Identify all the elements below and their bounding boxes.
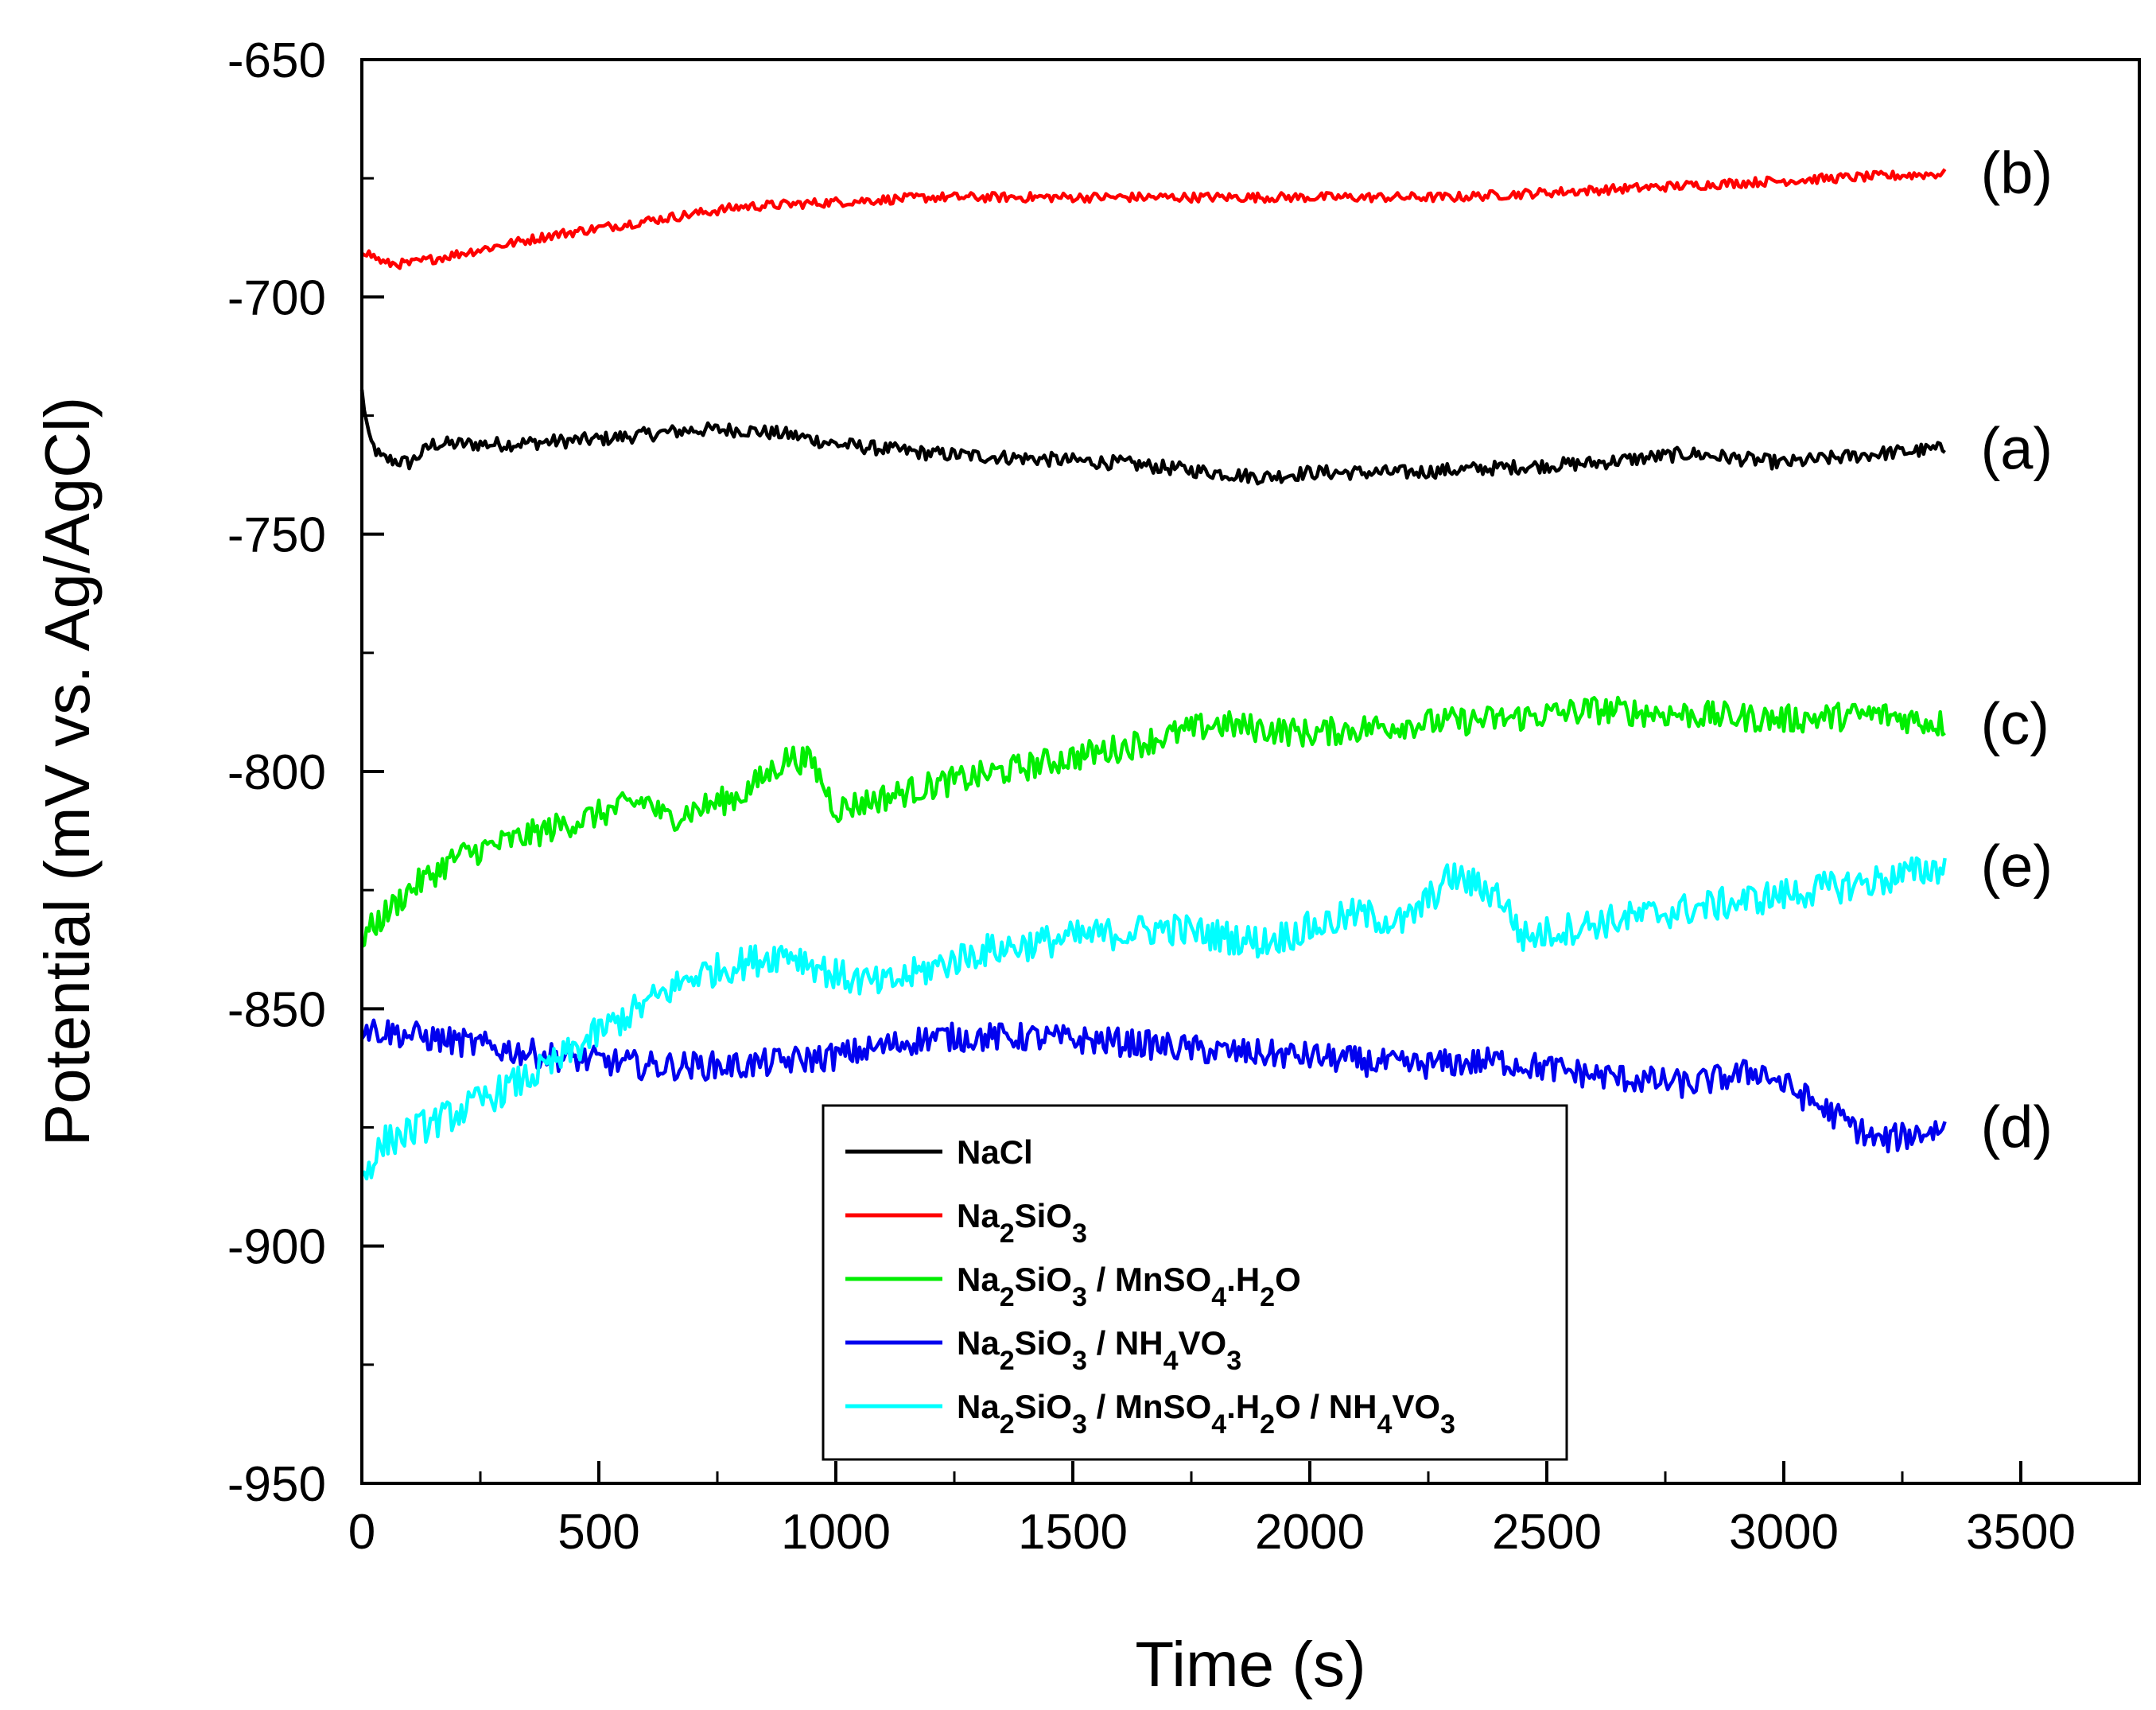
x-axis-title: Time (s): [1135, 1629, 1365, 1700]
legend-label: NaCl: [957, 1133, 1033, 1171]
series-line: [359, 389, 1946, 486]
curve-labels: (a) (b) (c) (d) (e): [1981, 140, 2053, 1160]
axis-ticks: [360, 58, 2141, 1485]
x-tick-label: 500: [557, 1505, 639, 1560]
legend-label: Na2SiO3: [957, 1197, 1087, 1249]
tick-labels: 0 500 1000 1500 2000 2500 3000 3500 -650 -700 -750…: [227, 33, 2076, 1560]
legend-label: Na2SiO3 / MnSO4.H2O: [957, 1261, 1301, 1312]
x-tick-label: 2500: [1492, 1505, 1602, 1560]
series-line: [360, 1018, 1947, 1154]
curve-label: (b): [1981, 140, 2053, 206]
y-tick-label: -700: [227, 270, 326, 325]
x-tick-label: 3000: [1729, 1505, 1839, 1560]
series-line: [360, 168, 1947, 270]
legend-label: Na2SiO3 / MnSO4.H2O / NH4VO3: [957, 1388, 1455, 1440]
y-tick-label: -950: [227, 1457, 326, 1512]
x-tick-label: 1500: [1018, 1505, 1128, 1560]
y-tick-label: -800: [227, 745, 326, 800]
series-line: [360, 695, 1946, 949]
x-tick-label: 3500: [1966, 1505, 2076, 1560]
legend: NaCl Na2SiO3 Na2SiO3 / MnSO4.H2O Na2SiO3 / …: [822, 1104, 1568, 1461]
curve-label: (e): [1981, 833, 2053, 899]
curve-label: (a): [1981, 415, 2053, 481]
y-axis-title: Potential (mV vs. Ag/AgCl): [32, 397, 103, 1147]
series-line: [360, 856, 1947, 1181]
y-tick-label: -850: [227, 982, 326, 1037]
curve-label: (d): [1981, 1094, 2053, 1160]
y-tick-label: -650: [227, 33, 326, 88]
y-tick-label: -900: [227, 1220, 326, 1275]
legend-box: [822, 1104, 1568, 1461]
x-tick-label: 1000: [781, 1505, 891, 1560]
curve-label: (c): [1981, 690, 2049, 756]
y-tick-label: -750: [227, 508, 326, 563]
plot-lines: [359, 168, 1947, 1181]
x-tick-label: 0: [348, 1505, 375, 1560]
x-tick-label: 2000: [1255, 1505, 1365, 1560]
legend-label: Na2SiO3 / NH4VO3: [957, 1324, 1241, 1376]
